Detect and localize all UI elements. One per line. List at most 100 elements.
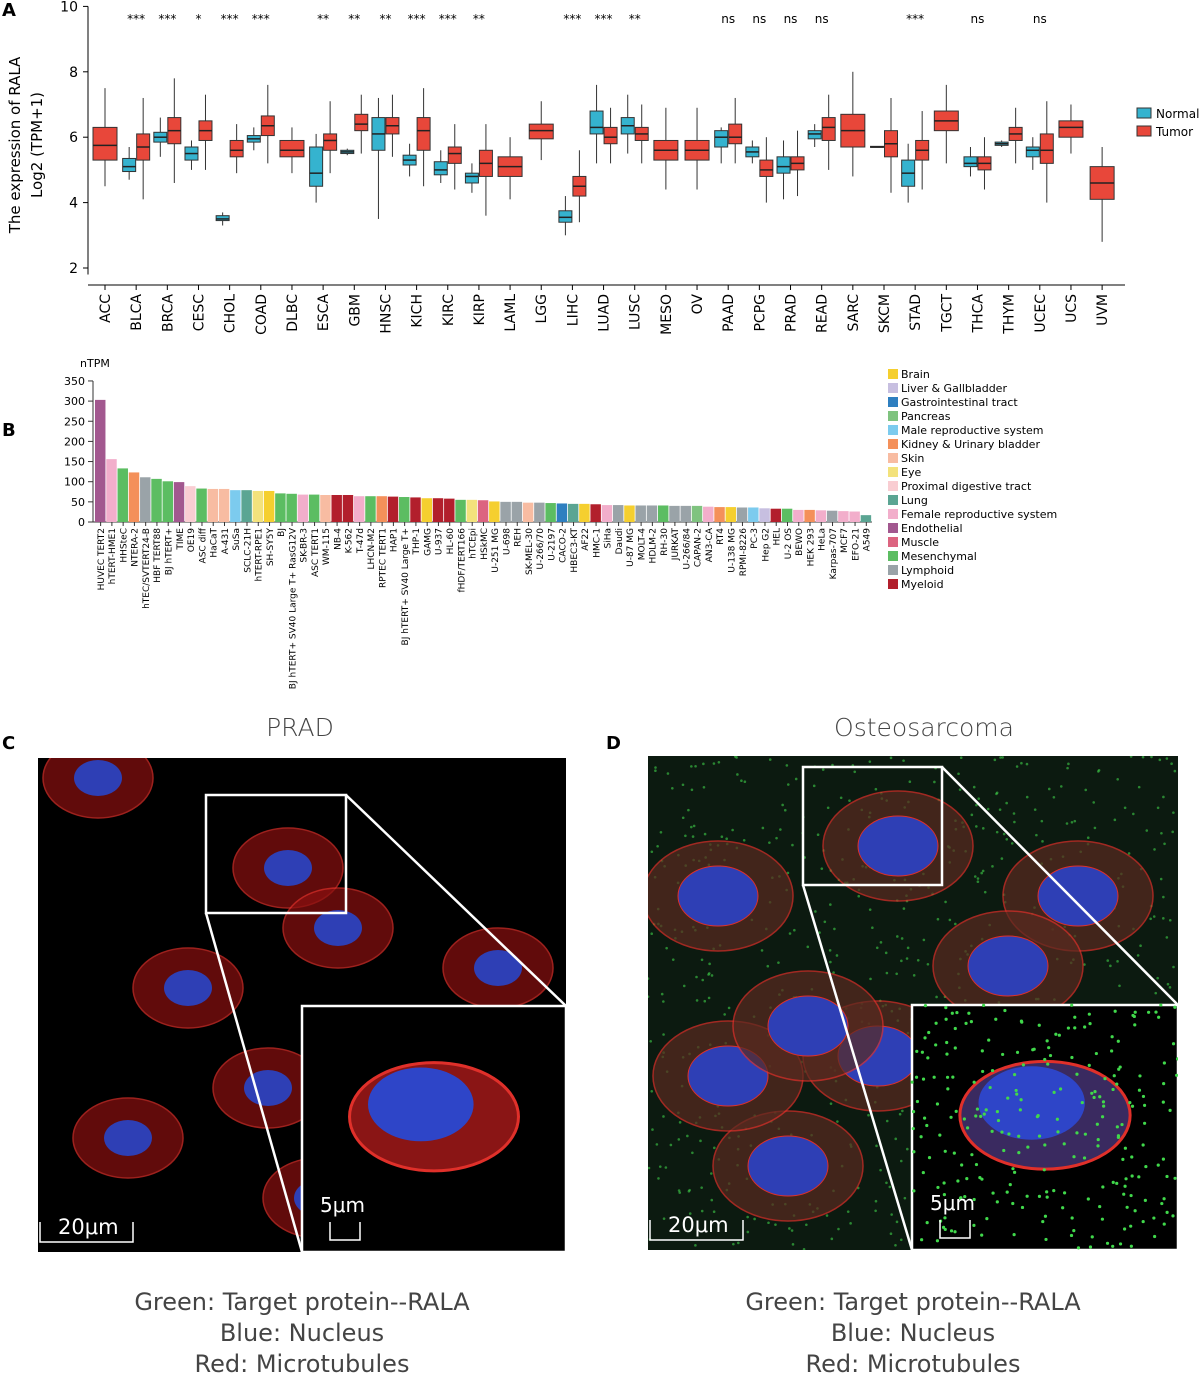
green-signal [1025,795,1029,799]
x-tick-label: U-2 OS [784,528,794,560]
nucleus [1037,865,1119,927]
legend-label: Myeloid [901,578,944,591]
significance-label: *** [221,12,239,26]
green-signal [1090,1235,1094,1239]
green-signal [786,783,790,786]
green-signal [654,766,657,769]
green-signal [975,825,978,828]
green-signal [965,1126,970,1130]
bar [140,477,151,522]
legend-label: Brain [901,368,930,381]
green-signal [1086,836,1090,840]
green-signal [1082,1156,1087,1160]
green-signal [1096,1144,1100,1148]
green-signal [1008,1183,1012,1187]
bar [612,505,624,522]
green-signal [768,758,772,761]
x-tick-label: KICH [410,294,426,328]
bar [590,504,601,522]
x-tick-label: AN3-CA [705,527,715,562]
green-signal [690,765,693,768]
legend-label: Endothelial [901,522,963,535]
green-signal [671,786,674,790]
bar [455,499,466,522]
green-signal [814,910,817,913]
green-signal [1130,1104,1135,1108]
green-signal [945,1040,949,1045]
green-signal [836,1120,839,1123]
x-tick-label: CESC [191,294,207,332]
green-signal [648,977,650,980]
green-signal [874,1209,877,1213]
green-signal [1066,766,1069,770]
x-tick-label: SCLC-21H [243,528,253,573]
green-signal [703,832,707,836]
green-signal [658,1165,662,1168]
green-signal [1072,1229,1076,1233]
green-signal [920,1050,924,1054]
green-signal [1153,848,1156,851]
green-signal [1143,1198,1147,1202]
bar [759,508,770,522]
y-tick-label: 10 [60,0,78,15]
panel-label-b: B [2,420,16,441]
green-signal [650,1090,654,1093]
green-signal [1132,1014,1136,1019]
green-signal [1093,826,1097,830]
green-signal [1076,1246,1081,1250]
scale-bar-main-label: 20μm [668,1213,729,1237]
green-signal [965,1176,969,1181]
green-signal [980,1233,984,1237]
panel-c-title: PRAD [266,713,334,742]
green-signal [703,999,707,1003]
x-tick-label: OV [690,294,706,315]
significance-label: *** [439,12,457,26]
green-signal [1141,1143,1145,1147]
green-signal [1047,787,1051,791]
green-signal [702,762,705,766]
bar [680,505,691,522]
green-signal [1161,1100,1165,1104]
green-signal [1005,1190,1009,1194]
bar [658,505,669,522]
x-tick-label: GAMG [423,528,433,556]
x-tick-label: MCF7 [840,528,850,553]
nucleus [747,1135,829,1197]
legend-swatch [888,523,898,533]
green-signal [911,1110,916,1114]
green-signal [1115,1181,1119,1185]
legend-swatch [888,481,898,491]
green-signal [1067,762,1070,766]
green-signal [958,788,962,791]
legend-label: Female reproductive system [901,508,1057,521]
green-signal [1165,1210,1169,1214]
green-signal [1015,1092,1019,1096]
legend-swatch [888,551,898,561]
green-signal [1129,1193,1133,1198]
green-signal [1124,1177,1128,1181]
x-tick-label: fHDF/TERT166 [457,528,467,593]
green-signal [1162,917,1165,920]
green-signal [885,971,889,975]
green-signal [981,869,985,873]
green-signal [1086,1197,1090,1201]
green-signal [788,1227,791,1230]
green-signal [1156,976,1159,980]
bar [241,490,252,522]
x-tick-label: BJ hTERT+ SV40 Large T+ [401,528,411,645]
bar [466,499,478,522]
green-signal [1087,1063,1091,1068]
green-signal [818,931,821,934]
green-signal [1128,1101,1132,1105]
green-signal [1052,1189,1056,1193]
green-signal [1013,820,1016,824]
green-signal [1130,1155,1134,1159]
green-signal [753,1217,756,1221]
green-signal [1046,1062,1050,1066]
green-signal [979,1114,983,1118]
x-tick-label: AF22 [581,528,591,551]
x-tick-label: CACO-2 [559,528,569,563]
y-tick-label: 100 [64,476,85,489]
green-signal [943,1216,947,1220]
bar [860,515,872,522]
